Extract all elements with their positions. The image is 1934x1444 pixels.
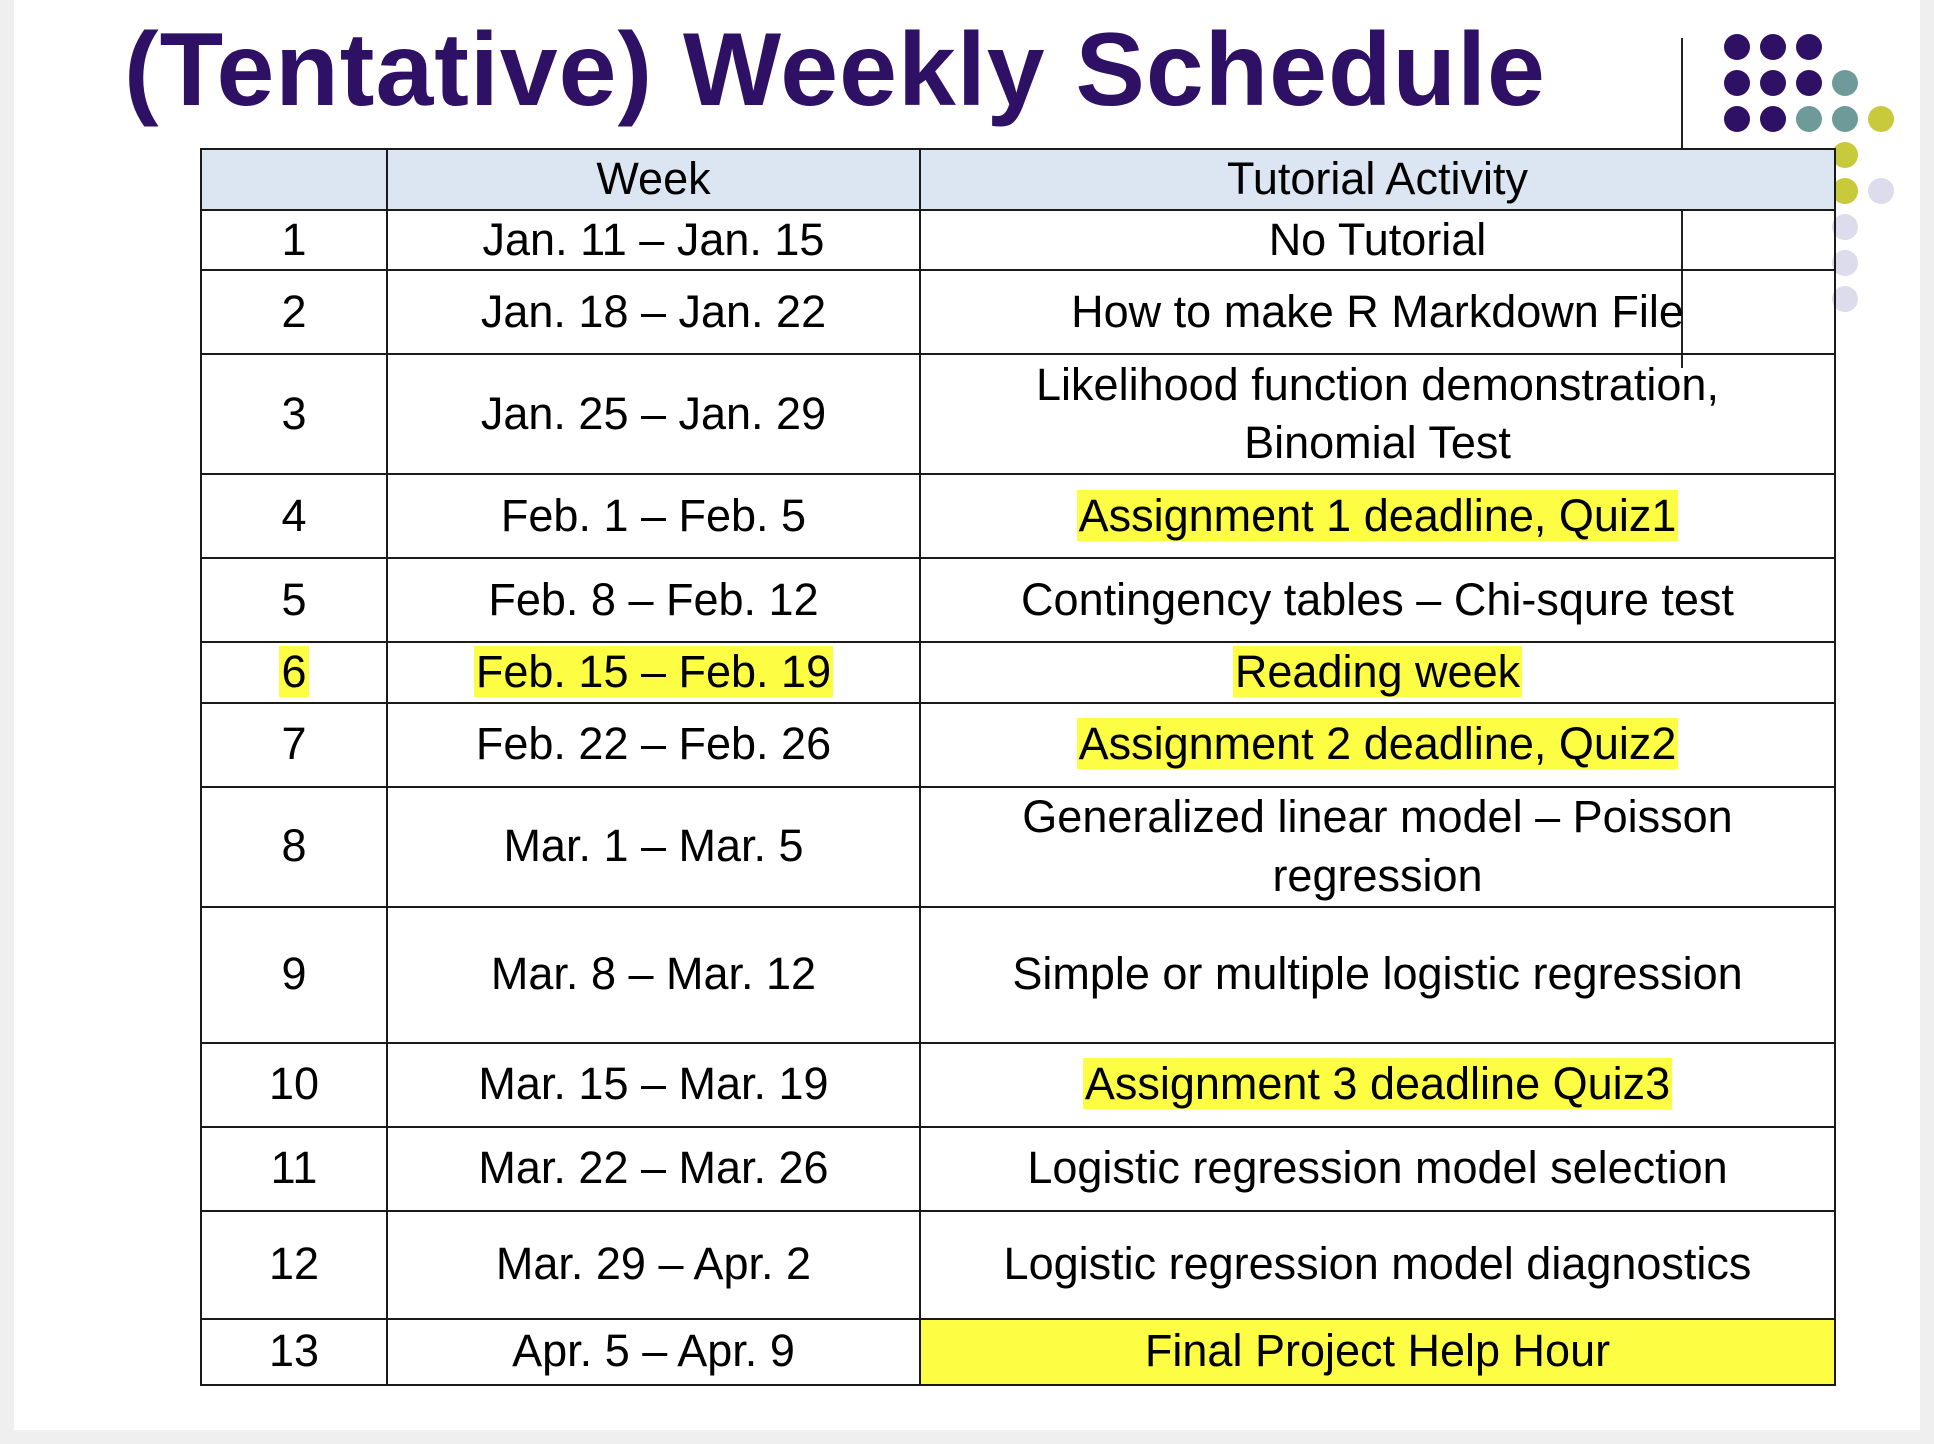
week-number: 11: [200, 1125, 388, 1212]
table-row: 11 Mar. 22 – Mar. 26 Logistic regression…: [200, 1125, 1836, 1212]
activity-line: regression: [1272, 849, 1483, 901]
table-row: 12 Mar. 29 – Apr. 2 Logistic regression …: [200, 1209, 1836, 1320]
week-number: 4: [200, 473, 388, 559]
week-number: 6: [200, 641, 388, 704]
week-number: 3: [200, 353, 388, 475]
week-activity: Assignment 3 deadline Quiz3: [919, 1041, 1836, 1128]
activity-line: Likelihood function demonstration,: [1036, 358, 1719, 410]
week-dates: Jan. 25 – Jan. 29: [386, 353, 921, 475]
highlighted-text: Feb. 15 – Feb. 19: [473, 646, 834, 697]
decorative-dot: [1832, 142, 1858, 168]
table-row: 3 Jan. 25 – Jan. 29 Likelihood function …: [200, 353, 1836, 475]
highlighted-text: Assignment 1 deadline, Quiz1: [1076, 489, 1679, 541]
highlighted-text: Assignment 3 deadline Quiz3: [1082, 1058, 1673, 1110]
slide: (Tentative) Weekly Schedule: [14, 0, 1920, 1430]
decorative-dot: [1832, 286, 1858, 312]
week-dates: Feb. 8 – Feb. 12: [386, 557, 921, 643]
decorative-dot: [1868, 178, 1894, 204]
week-dates: Mar. 29 – Apr. 2: [386, 1209, 921, 1320]
table-row: 2 Jan. 18 – Jan. 22 How to make R Markdo…: [200, 269, 1836, 355]
table-row: 4 Feb. 1 – Feb. 5 Assignment 1 deadline,…: [200, 473, 1836, 559]
week-activity: How to make R Markdown File: [919, 269, 1836, 355]
table-row: 6 Feb. 15 – Feb. 19 Reading week: [200, 641, 1836, 704]
week-dates: Jan. 18 – Jan. 22: [386, 269, 921, 355]
activity-line: Generalized linear model – Poisson: [1022, 791, 1733, 842]
decorative-dot: [1868, 106, 1894, 132]
week-activity: Assignment 2 deadline, Quiz2: [919, 701, 1836, 788]
week-dates: Mar. 8 – Mar. 12: [386, 905, 921, 1044]
week-activity: No Tutorial: [919, 208, 1836, 271]
week-activity: Simple or multiple logistic regression: [919, 905, 1836, 1044]
week-dates: Feb. 22 – Feb. 26: [386, 701, 921, 788]
activity-line: Binomial Test: [1244, 417, 1511, 468]
header-cell-week: Week: [386, 148, 921, 211]
highlighted-text: Reading week: [1232, 646, 1523, 697]
decorative-dot: [1760, 106, 1786, 132]
week-number: 2: [200, 269, 388, 355]
week-number: 10: [200, 1041, 388, 1128]
week-number: 8: [200, 785, 388, 908]
week-number: 5: [200, 557, 388, 643]
slide-title: (Tentative) Weekly Schedule: [124, 12, 1546, 128]
header-cell-activity: Tutorial Activity: [919, 148, 1836, 211]
week-number: 9: [200, 905, 388, 1044]
table-row: 5 Feb. 8 – Feb. 12 Contingency tables – …: [200, 557, 1836, 643]
decorative-dot: [1832, 214, 1858, 240]
week-number: 7: [200, 701, 388, 788]
week-dates: Jan. 11 – Jan. 15: [386, 208, 921, 271]
decorative-dot: [1796, 34, 1822, 60]
table-header-row: Week Tutorial Activity: [200, 148, 1836, 211]
table-row: 1 Jan. 11 – Jan. 15 No Tutorial: [200, 208, 1836, 271]
week-activity: Reading week: [919, 641, 1836, 704]
week-dates: Feb. 15 – Feb. 19: [386, 641, 921, 704]
decorative-dot: [1760, 34, 1786, 60]
table-row: 8 Mar. 1 – Mar. 5 Generalized linear mod…: [200, 785, 1836, 908]
week-dates: Mar. 15 – Mar. 19: [386, 1041, 921, 1128]
week-dates: Apr. 5 – Apr. 9: [386, 1317, 921, 1386]
week-activity: Logistic regression model diagnostics: [919, 1209, 1836, 1320]
week-activity: Final Project Help Hour: [919, 1317, 1836, 1386]
decorative-dot: [1796, 70, 1822, 96]
week-dates: Mar. 22 – Mar. 26: [386, 1125, 921, 1212]
week-activity: Logistic regression model selection: [919, 1125, 1836, 1212]
decorative-dot: [1832, 178, 1858, 204]
decorative-dot: [1832, 106, 1858, 132]
week-number: 12: [200, 1209, 388, 1320]
decorative-dot: [1724, 106, 1750, 132]
table-row: 7 Feb. 22 – Feb. 26 Assignment 2 deadlin…: [200, 701, 1836, 788]
week-dates: Mar. 1 – Mar. 5: [386, 785, 921, 908]
week-activity: Assignment 1 deadline, Quiz1: [919, 473, 1836, 559]
highlighted-text: Assignment 2 deadline, Quiz2: [1076, 718, 1679, 770]
highlighted-text: 6: [279, 646, 309, 697]
week-dates: Feb. 1 – Feb. 5: [386, 473, 921, 559]
decorative-dot: [1760, 70, 1786, 96]
decorative-dot: [1796, 106, 1822, 132]
decorative-dot: [1832, 250, 1858, 276]
decorative-dot: [1724, 34, 1750, 60]
schedule-table: Week Tutorial Activity 1 Jan. 11 – Jan. …: [200, 148, 1836, 1386]
table-row: 9 Mar. 8 – Mar. 12 Simple or multiple lo…: [200, 905, 1836, 1044]
week-number: 1: [200, 208, 388, 271]
header-cell-number: [200, 148, 388, 211]
table-row: 13 Apr. 5 – Apr. 9 Final Project Help Ho…: [200, 1317, 1836, 1386]
table-row: 10 Mar. 15 – Mar. 19 Assignment 3 deadli…: [200, 1041, 1836, 1128]
week-activity: Contingency tables – Chi-squre test: [919, 557, 1836, 643]
week-activity: Likelihood function demonstration, Binomi…: [919, 353, 1836, 475]
decorative-dot: [1724, 70, 1750, 96]
week-number: 13: [200, 1317, 388, 1386]
week-activity: Generalized linear model – Poisson regres…: [919, 785, 1836, 908]
decorative-dot: [1832, 70, 1858, 96]
